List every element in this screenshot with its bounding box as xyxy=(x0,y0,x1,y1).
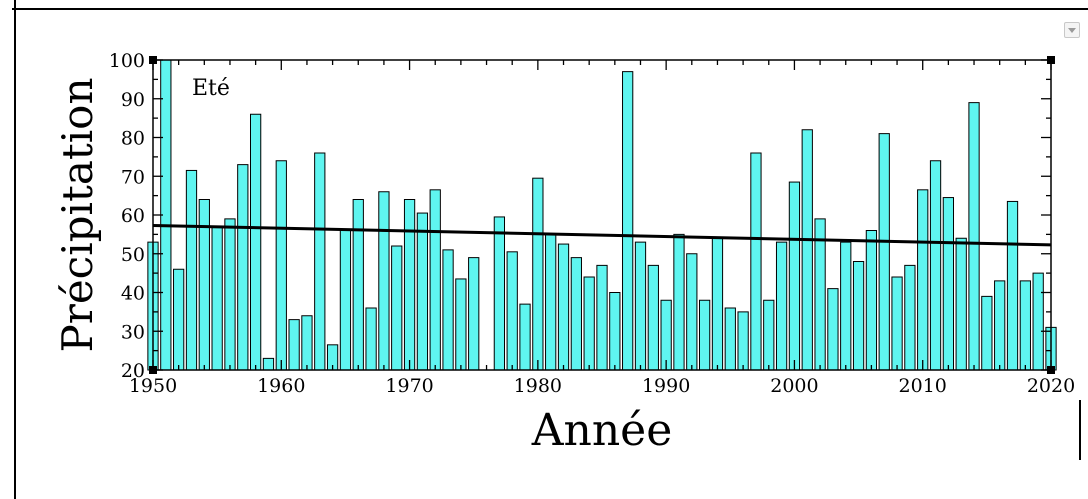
bar-1986 xyxy=(609,292,621,371)
bar-1992 xyxy=(686,253,698,371)
bar-2006 xyxy=(865,230,878,371)
bar-1989 xyxy=(647,264,659,371)
trend-line xyxy=(152,223,1052,247)
bar-1955 xyxy=(211,226,223,371)
x-tick-label: 2000 xyxy=(770,375,818,397)
y-tick-label: 20 xyxy=(121,360,145,382)
bar-1987 xyxy=(622,71,634,371)
bar-2019 xyxy=(1032,272,1044,371)
bar-1966 xyxy=(352,199,364,371)
bar-1971 xyxy=(416,212,429,371)
bar-1993 xyxy=(698,299,711,371)
bar-1956 xyxy=(224,218,236,371)
corner-marker xyxy=(149,366,157,374)
y-tick-label: 30 xyxy=(121,321,145,343)
bar-1975 xyxy=(468,257,480,371)
x-tick-label: 2010 xyxy=(899,375,947,397)
bar-1969 xyxy=(391,245,403,371)
bar-1984 xyxy=(583,276,595,371)
x-tick-label: 1980 xyxy=(514,375,562,397)
x-axis-label: Année xyxy=(531,405,673,456)
bar-2011 xyxy=(929,160,942,371)
bar-1997 xyxy=(750,152,762,371)
y-tick-label: 100 xyxy=(109,50,145,72)
bar-2010 xyxy=(917,189,929,371)
bar-1960 xyxy=(275,160,287,371)
y-tick-label: 60 xyxy=(121,205,145,227)
x-tick-label: 1950 xyxy=(129,375,177,397)
bar-2004 xyxy=(840,241,852,371)
bar-1972 xyxy=(429,189,441,371)
corner-marker xyxy=(149,56,157,64)
corner-marker xyxy=(1047,366,1055,374)
bar-2015 xyxy=(981,295,993,371)
y-tick-label: 80 xyxy=(121,128,145,150)
frame-left-border xyxy=(14,0,16,499)
bar-1980 xyxy=(532,177,544,371)
bar-1961 xyxy=(288,319,300,371)
bar-2002 xyxy=(814,218,826,371)
bar-2013 xyxy=(955,237,967,371)
bar-1983 xyxy=(570,257,582,371)
bar-1957 xyxy=(237,164,249,371)
bar-2003 xyxy=(827,288,839,371)
bar-1996 xyxy=(737,311,749,371)
bar-1990 xyxy=(660,299,672,371)
bar-2017 xyxy=(1006,200,1019,371)
bar-1982 xyxy=(557,243,570,371)
bar-1959 xyxy=(262,357,275,371)
season-label: Eté xyxy=(192,76,230,101)
bar-2008 xyxy=(891,276,903,371)
bar-1985 xyxy=(596,264,608,371)
bar-2014 xyxy=(968,102,980,371)
bar-2016 xyxy=(994,280,1006,371)
x-tick-label: 1970 xyxy=(385,375,433,397)
bar-2001 xyxy=(801,129,813,371)
bars-group xyxy=(147,59,1057,371)
bar-1995 xyxy=(724,307,736,371)
y-tick-label: 50 xyxy=(121,244,145,266)
bar-1962 xyxy=(301,315,313,371)
bar-1958 xyxy=(249,113,262,371)
bar-1967 xyxy=(365,307,377,371)
bar-2000 xyxy=(788,181,801,371)
x-tick-label: 2020 xyxy=(1027,375,1075,397)
bar-1952 xyxy=(173,268,185,371)
bar-2007 xyxy=(878,133,890,371)
bar-1994 xyxy=(711,237,724,371)
bar-1999 xyxy=(775,241,788,371)
bar-1978 xyxy=(506,251,518,371)
bar-1981 xyxy=(545,233,557,371)
y-tick-label: 90 xyxy=(121,89,145,111)
y-axis-label: Précipitation xyxy=(53,77,102,352)
bar-1974 xyxy=(455,278,467,371)
bar-2018 xyxy=(1019,280,1031,371)
bar-1953 xyxy=(185,169,198,371)
y-tick-label: 40 xyxy=(121,283,145,305)
bar-2005 xyxy=(852,261,865,371)
axes-group: 1950 1960 1970 1980 1990 2000 2010 202020304050… xyxy=(109,50,1075,397)
bar-1998 xyxy=(763,299,775,371)
bar-1988 xyxy=(634,241,647,371)
bar-2012 xyxy=(942,197,955,371)
bar-1977 xyxy=(493,216,506,371)
bar-1965 xyxy=(339,230,352,371)
bar-1968 xyxy=(378,191,390,371)
x-tick-label: 1990 xyxy=(642,375,690,397)
chevron-down-icon[interactable] xyxy=(1064,22,1080,38)
bar-1963 xyxy=(314,152,326,371)
frame-top-border xyxy=(12,8,1088,10)
x-tick-label: 1960 xyxy=(257,375,305,397)
bar-1979 xyxy=(519,303,531,371)
bar-2009 xyxy=(904,264,916,371)
bar-1973 xyxy=(442,249,454,371)
y-tick-label: 70 xyxy=(121,166,145,188)
bar-1970 xyxy=(403,199,416,371)
bar-1991 xyxy=(673,233,685,371)
text-cursor xyxy=(1079,400,1081,460)
corner-marker xyxy=(1047,56,1055,64)
